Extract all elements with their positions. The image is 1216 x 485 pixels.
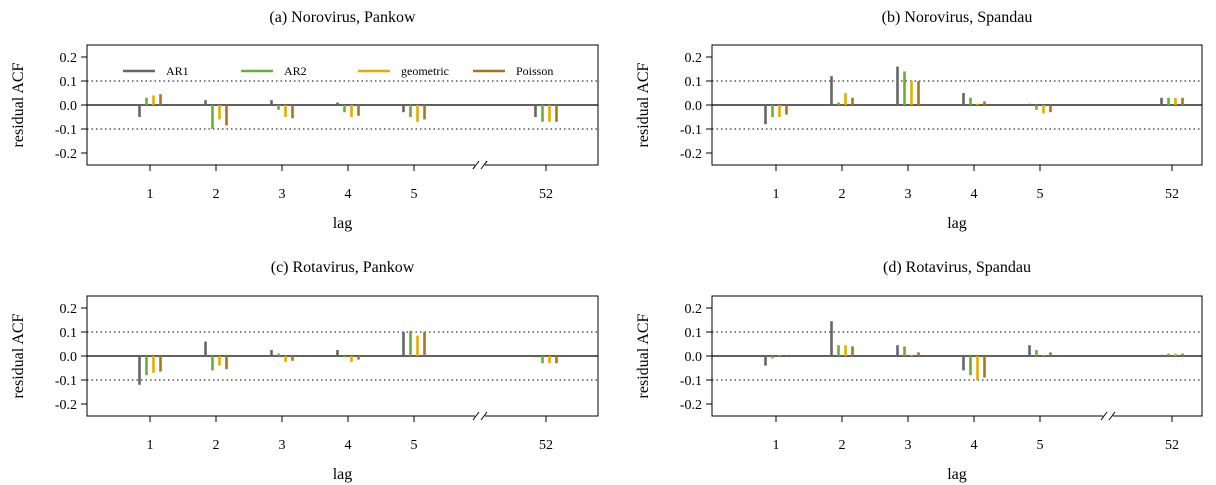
y-tick-label: 0.0 [685,350,703,365]
y-tick-label: 0.0 [60,99,78,114]
axis-break-mark [1100,411,1108,421]
x-tick-label: 5 [411,438,418,453]
y-tick-label: -0.2 [55,398,77,413]
x-axis-label: lag [333,215,353,232]
x-tick-label: 5 [411,187,418,202]
axis-break-mark [480,411,488,421]
axis-break-mark [1108,411,1116,421]
legend-label: AR2 [284,64,307,78]
panel-2: (b) Norovirus, Spandau 0.2 0.1 0.0 -0.1 -0.2 r… [472,9,1203,232]
x-tick-label: 1 [773,187,780,202]
y-axis-label: residual ACF [10,313,27,398]
x-tick-label: 4 [971,187,978,202]
legend-label: AR1 [166,64,189,78]
y-tick-label: -0.1 [55,374,77,389]
y-tick-label: -0.2 [680,398,702,413]
panel-3: (c) Rotavirus, Pankow 0.2 0.1 0.0 -0.1 -0.2 re… [10,259,599,483]
x-tick-label: 52 [539,187,553,202]
x-tick-label: 2 [213,187,220,202]
x-tick-label: 5 [1037,438,1044,453]
y-tick-label: 0.2 [60,51,78,66]
x-tick-label: 4 [971,438,978,453]
y-tick-label: 0.0 [60,350,78,365]
panel-1: (a) Norovirus, Pankow 0.2 0.1 0.0 -0.1 -0.2 re… [10,9,599,232]
x-tick-label: 2 [839,438,846,453]
axis-break-mark [472,160,480,170]
y-tick-label: 0.1 [685,75,703,90]
x-axis-label: lag [333,466,353,483]
axis-break-mark [472,411,480,421]
panel-4: (d) Rotavirus, Spandau 0.2 0.1 0.0 -0.1 -0.2 r… [635,259,1203,483]
y-tick-label: 0.1 [60,326,78,341]
x-tick-label: 5 [1037,187,1044,202]
x-axis-label: lag [947,215,967,232]
axis-break-gap [475,410,485,422]
x-tick-label: 2 [839,187,846,202]
y-tick-label: 0.1 [60,75,78,90]
y-tick-label: 0.1 [685,326,703,341]
panel-title: (a) Norovirus, Pankow [269,9,416,26]
panel-title: (c) Rotavirus, Pankow [271,259,415,276]
x-tick-label: 3 [279,187,286,202]
x-tick-label: 3 [279,438,286,453]
y-tick-label: -0.1 [55,123,77,138]
y-axis-label: residual ACF [635,62,652,147]
x-tick-label: 3 [905,187,912,202]
x-tick-label: 1 [147,187,154,202]
y-tick-label: 0.2 [60,302,78,317]
x-axis-label: lag [947,466,967,483]
x-tick-label: 4 [345,187,352,202]
x-tick-label: 1 [773,438,780,453]
y-tick-label: 0.2 [685,302,703,317]
panel-title: (b) Norovirus, Spandau [882,9,1033,26]
legend-label: geometric [401,64,449,78]
x-tick-label: 4 [345,438,352,453]
x-tick-label: 52 [539,438,553,453]
y-tick-label: -0.1 [680,123,702,138]
x-tick-label: 2 [213,438,220,453]
legend-label: Poisson [516,64,553,78]
y-axis-label: residual ACF [10,62,27,147]
y-tick-label: 0.0 [685,99,703,114]
axis-break-mark [480,160,488,170]
y-tick-label: 0.2 [685,51,703,66]
y-tick-label: -0.2 [680,147,702,162]
axis-break-gap [1103,410,1113,422]
legend: AR1 AR2 geometric Poisson [123,64,553,78]
y-axis-label: residual ACF [635,313,652,398]
x-tick-label: 3 [905,438,912,453]
panel-title: (d) Rotavirus, Spandau [883,259,1031,276]
axis-break-gap [475,159,485,171]
y-tick-label: -0.1 [680,374,702,389]
x-tick-label: 1 [147,438,154,453]
y-tick-label: -0.2 [55,147,77,162]
x-tick-label: 52 [1165,187,1179,202]
x-tick-label: 52 [1165,438,1179,453]
